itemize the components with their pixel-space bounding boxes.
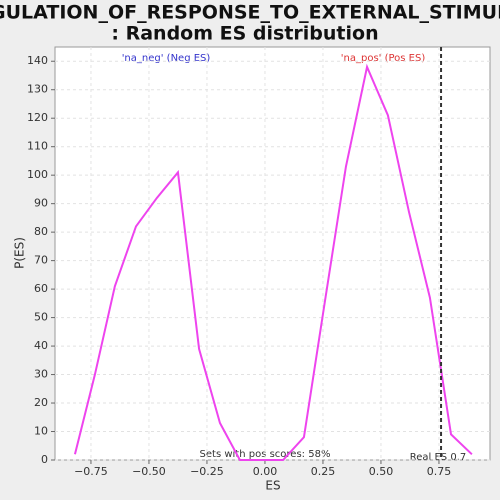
y-tick-label: 110: [27, 140, 48, 153]
real-es-label: Real ES 0.7: [410, 452, 466, 463]
y-tick-label: 140: [27, 54, 48, 67]
x-tick-label: 0.00: [253, 465, 278, 478]
chart-title: REGULATION_OF_RESPONSE_TO_EXTERNAL_STIMU…: [0, 2, 500, 24]
pos-label: 'na_pos' (Pos ES): [341, 53, 426, 64]
y-tick-label: 10: [34, 425, 48, 438]
y-tick-label: 70: [34, 254, 48, 267]
y-tick-label: 120: [27, 111, 48, 124]
neg-label: 'na_neg' (Neg ES): [122, 53, 211, 64]
x-tick-label: 0.75: [427, 465, 452, 478]
x-tick-label: −0.75: [74, 465, 108, 478]
y-tick-label: 30: [34, 368, 48, 381]
line: [73, 63, 473, 461]
y-tick-label: 0: [41, 453, 48, 466]
x-tick-label: −0.25: [190, 465, 224, 478]
x-tick-label: −0.50: [132, 465, 166, 478]
y-tick-label: 20: [34, 396, 48, 409]
y-tick-label: 50: [34, 311, 48, 324]
x-tick-label: 0.50: [369, 465, 394, 478]
x-axis-label: ES: [265, 479, 280, 493]
chart-subtitle: : Random ES distribution: [111, 23, 378, 45]
y-tick-label: 40: [34, 339, 48, 352]
y-tick-label: 100: [27, 168, 48, 181]
y-tick-label: 130: [27, 83, 48, 96]
x-tick-label: 0.25: [311, 465, 336, 478]
y-axis-label: P(ES): [13, 237, 27, 269]
plot-area: [54, 46, 491, 461]
pos-scores-note: Sets with pos scores: 58%: [200, 449, 331, 460]
y-tick-label: 90: [34, 197, 48, 210]
y-tick-label: 60: [34, 282, 48, 295]
y-tick-label: 80: [34, 225, 48, 238]
